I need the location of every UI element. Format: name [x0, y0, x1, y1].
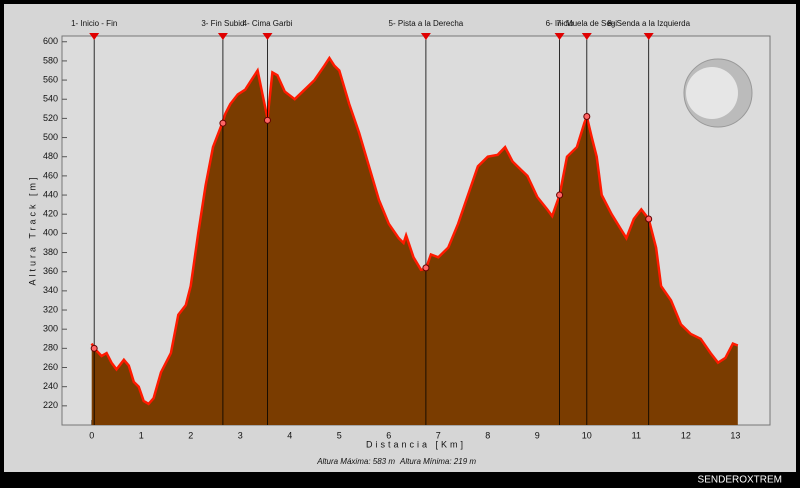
- x-tick-label: 8: [485, 430, 490, 440]
- waypoint-marker: [556, 191, 564, 199]
- waypoint-label: 6- Inicio: [546, 19, 575, 28]
- waypoint-flag: [89, 33, 100, 40]
- footer-min: Altura Mínima: 219 m: [399, 457, 476, 466]
- x-tick-label: 13: [730, 430, 740, 440]
- y-tick-label: 480: [43, 151, 58, 161]
- y-tick-label: 300: [43, 324, 58, 334]
- waypoint-flag: [643, 33, 654, 40]
- waypoint-marker: [645, 215, 653, 223]
- y-tick-label: 460: [43, 170, 58, 180]
- x-tick-label: 4: [287, 430, 292, 440]
- y-tick-label: 260: [43, 362, 58, 372]
- waypoint-label: 3- Fin Subid: [201, 19, 244, 28]
- y-tick-label: 560: [43, 74, 58, 84]
- y-tick-label: 420: [43, 209, 58, 219]
- x-tick-label: 7: [436, 430, 441, 440]
- waypoint-marker: [263, 116, 271, 124]
- waypoint-label: 1- Inicio - Fin: [71, 19, 117, 28]
- x-tick-label: 3: [238, 430, 243, 440]
- logo: [683, 58, 753, 128]
- waypoint-marker: [422, 264, 430, 272]
- y-tick-label: 400: [43, 228, 58, 238]
- y-tick-label: 580: [43, 55, 58, 65]
- y-tick-label: 340: [43, 285, 58, 295]
- x-tick-label: 12: [681, 430, 691, 440]
- waypoint-flag: [217, 33, 228, 40]
- y-tick-label: 380: [43, 247, 58, 257]
- y-tick-label: 360: [43, 266, 58, 276]
- waypoint-label: 7- Muela de Segi: [557, 19, 618, 28]
- x-tick-label: 5: [337, 430, 342, 440]
- waypoint-label: 8- Senda a la Izquierda: [607, 19, 690, 28]
- y-tick-label: 500: [43, 132, 58, 142]
- waypoint-flag: [420, 33, 431, 40]
- x-tick-label: 6: [386, 430, 391, 440]
- y-tick-label: 280: [43, 343, 58, 353]
- waypoint-marker: [219, 119, 227, 127]
- y-tick-label: 540: [43, 94, 58, 104]
- x-tick-label: 10: [582, 430, 592, 440]
- waypoint-label: 5- Pista a la Derecha: [389, 19, 464, 28]
- x-tick-label: 1: [139, 430, 144, 440]
- line: [90, 55, 739, 406]
- waypoint-marker: [583, 112, 591, 120]
- x-tick-label: 2: [188, 430, 193, 440]
- y-tick-label: 440: [43, 189, 58, 199]
- waypoint-marker: [90, 344, 98, 352]
- footer-max: Altura Máxima: 583 m: [316, 457, 395, 466]
- waypoint-label: 4- Cima Garbi: [243, 19, 293, 28]
- area: [91, 58, 738, 425]
- y-tick-label: 600: [43, 36, 58, 46]
- waypoint-flag: [581, 33, 592, 40]
- x-tick-label: 9: [535, 430, 540, 440]
- y-tick-label: 520: [43, 113, 58, 123]
- y-tick-label: 220: [43, 400, 58, 410]
- x-tick-label: 0: [89, 430, 94, 440]
- watermark: SENDEROXTREM: [698, 475, 782, 486]
- y-axis-label: Altura Track [m]: [27, 174, 37, 285]
- x-axis-label: Distancia [Km]: [366, 439, 466, 449]
- waypoint-flag: [262, 33, 273, 40]
- y-tick-label: 240: [43, 381, 58, 391]
- waypoint-flag: [554, 33, 565, 40]
- x-tick-label: 11: [632, 430, 641, 440]
- y-tick-label: 320: [43, 304, 58, 314]
